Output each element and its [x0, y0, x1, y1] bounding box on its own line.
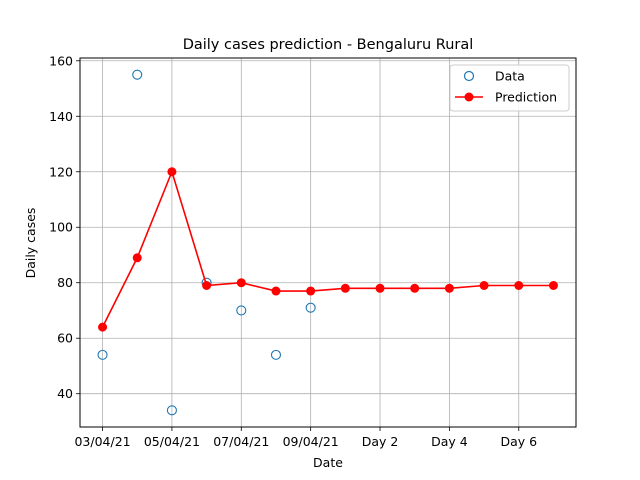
x-tick-label: 09/04/21 [283, 434, 339, 449]
x-axis-label: Date [313, 455, 343, 470]
prediction-line [101, 169, 554, 328]
prediction-point [444, 283, 454, 293]
data-point [305, 302, 316, 313]
grid [80, 58, 576, 427]
prediction-point [132, 253, 142, 263]
prediction-point [548, 281, 558, 291]
prediction-point [479, 281, 489, 291]
data-point [132, 69, 143, 80]
prediction-point [375, 283, 385, 293]
data-point [236, 305, 247, 316]
prediction-point [98, 322, 108, 332]
prediction-point [340, 283, 350, 293]
legend-data-label: Data [495, 69, 525, 84]
y-tick-label: 60 [57, 331, 73, 346]
y-axis-label: Daily cases [23, 208, 38, 279]
x-axis-ticks: 03/04/21 05/04/21 07/04/21 09/04/21 Day 2 Day… [74, 427, 537, 449]
data-series [97, 69, 316, 416]
x-tick-label: 07/04/21 [213, 434, 269, 449]
x-tick-label: Day 2 [362, 434, 399, 449]
data-point [97, 349, 108, 360]
legend-prediction-label: Prediction [495, 90, 557, 105]
plot-frame [79, 57, 577, 428]
legend-prediction-marker [464, 92, 474, 102]
prediction-point [306, 286, 316, 296]
x-tick-label: 03/04/21 [74, 434, 130, 449]
data-point [166, 405, 177, 416]
legend-box [449, 64, 570, 112]
y-tick-label: 160 [49, 53, 73, 68]
prediction-point [410, 283, 420, 293]
y-tick-label: 40 [57, 386, 73, 401]
x-tick-label: 05/04/21 [144, 434, 200, 449]
y-tick-label: 140 [49, 109, 73, 124]
prediction-point [271, 286, 281, 296]
x-tick-label: Day 6 [500, 434, 537, 449]
chart-title: Daily cases prediction - Bengaluru Rural [183, 37, 474, 53]
legend-data-marker [463, 70, 475, 82]
data-point [270, 349, 282, 360]
prediction-point [202, 281, 212, 291]
y-tick-label: 80 [57, 275, 73, 290]
y-tick-label: 100 [49, 220, 73, 235]
legend: Data Prediction [449, 64, 570, 112]
prediction-point [167, 167, 177, 177]
prediction-point [236, 278, 246, 288]
prediction-point [514, 281, 524, 291]
y-tick-label: 120 [49, 164, 73, 179]
prediction-series [98, 167, 558, 332]
x-tick-label: Day 4 [431, 434, 468, 449]
y-axis-ticks: 40 60 80 100 120 140 160 [49, 53, 80, 401]
